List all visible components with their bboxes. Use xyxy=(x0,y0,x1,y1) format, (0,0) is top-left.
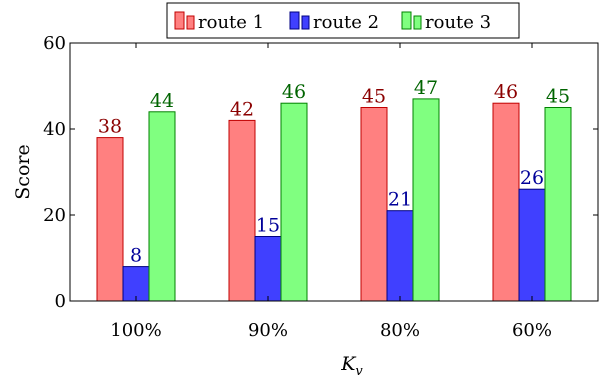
bar-series-2-3 xyxy=(386,210,414,302)
legend-item-series-1: route 1 xyxy=(174,11,264,33)
x-tick-label-1: 90% xyxy=(248,320,288,341)
bar-series-3-3 xyxy=(412,98,440,302)
legend-item-series-2: route 2 xyxy=(289,11,379,33)
plot-area: 38 8 44 42 15 46 45 21 47 46 26 45 0 20 40 60 100% 90% 8… xyxy=(43,33,599,341)
data-label-series-1-4: 46 xyxy=(494,81,518,103)
legend-swatch-b-2 xyxy=(301,15,310,30)
data-label-series-3-1: 44 xyxy=(150,90,174,112)
y-tick-label-0: 0 xyxy=(55,291,66,312)
data-label-series-1-3: 45 xyxy=(362,86,386,108)
x-tick-label-0: 100% xyxy=(110,320,161,341)
y-tick-label-3: 60 xyxy=(43,33,66,54)
y-tick-label-1: 20 xyxy=(43,205,66,226)
legend-swatch-b-3 xyxy=(413,15,422,30)
data-label-series-1-1: 38 xyxy=(98,116,122,138)
data-label-series-3-4: 45 xyxy=(546,86,570,108)
bar-series-3-2 xyxy=(280,102,308,302)
data-label-series-2-2: 15 xyxy=(256,215,280,237)
bar-series-1-4 xyxy=(492,102,520,302)
data-label-series-3-3: 47 xyxy=(414,77,438,99)
data-label-series-2-3: 21 xyxy=(388,189,412,211)
data-label-series-1-2: 42 xyxy=(230,98,254,120)
legend-box xyxy=(166,2,520,39)
x-axis-label-subscript: v xyxy=(355,364,363,379)
data-label-series-2-1: 8 xyxy=(130,245,142,267)
legend-label-series-1: route 1 xyxy=(198,12,264,33)
x-axis-label-main: K xyxy=(340,353,357,375)
bar-series-2-2 xyxy=(254,236,282,302)
y-tick-label-2: 40 xyxy=(43,119,66,140)
bar-series-3-4 xyxy=(544,107,572,302)
bar-series-3-1 xyxy=(148,111,176,302)
bar-series-1-3 xyxy=(360,107,388,302)
legend: route 1 route 2 route 3 xyxy=(166,2,520,39)
legend-swatch-a-1 xyxy=(174,11,185,30)
bar-series-2-4 xyxy=(518,188,546,302)
legend-swatch-b-1 xyxy=(186,15,195,30)
plot-frame xyxy=(69,42,599,302)
y-axis-label: Score xyxy=(12,144,34,199)
legend-swatch-a-3 xyxy=(401,11,412,30)
legend-label-series-3: route 3 xyxy=(425,12,491,33)
x-axis-label: Kv xyxy=(340,353,363,379)
legend-label-series-2: route 2 xyxy=(313,12,379,33)
x-tick-label-2: 80% xyxy=(380,320,420,341)
data-label-series-3-2: 46 xyxy=(282,81,306,103)
legend-item-series-3: route 3 xyxy=(401,11,491,33)
bar-series-1-1 xyxy=(96,137,124,302)
bar-series-1-2 xyxy=(228,119,256,302)
legend-swatch-a-2 xyxy=(289,11,300,30)
data-label-series-2-4: 26 xyxy=(520,167,544,189)
x-tick-label-3: 60% xyxy=(512,320,552,341)
bar-series-2-1 xyxy=(122,266,150,302)
